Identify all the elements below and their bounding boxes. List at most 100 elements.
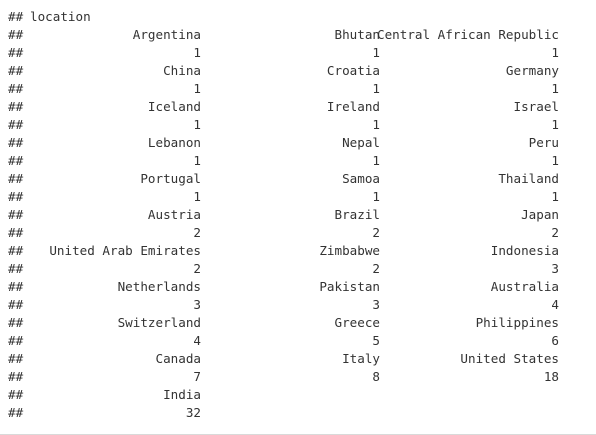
output-row: ## 1 1 1 bbox=[0, 44, 596, 62]
table-cell: India bbox=[163, 387, 201, 402]
table-cell: Peru bbox=[528, 135, 559, 150]
table-cell: Austria bbox=[147, 207, 201, 222]
table-cell: 1 bbox=[372, 81, 380, 96]
table-cell: 1 bbox=[372, 117, 380, 132]
table-cell: 1 bbox=[551, 117, 559, 132]
output-prefix: ## bbox=[8, 135, 24, 150]
output-row: ## 2 2 2 bbox=[0, 224, 596, 242]
output-row: ## 1 1 1 bbox=[0, 116, 596, 134]
output-prefix: ## bbox=[8, 117, 24, 132]
table-cell: 3 bbox=[372, 297, 380, 312]
table-cell: 1 bbox=[551, 153, 559, 168]
table-cell: Argentina bbox=[132, 27, 201, 42]
table-cell: 1 bbox=[551, 189, 559, 204]
output-prefix: ## bbox=[8, 333, 24, 348]
table-cell: 4 bbox=[551, 297, 559, 312]
output-prefix: ## bbox=[8, 369, 24, 384]
output-prefix: ## bbox=[8, 99, 24, 114]
output-row: ## 32 bbox=[0, 404, 596, 422]
table-cell: 1 bbox=[193, 45, 201, 60]
table-cell: Japan bbox=[521, 207, 559, 222]
table-cell: Netherlands bbox=[117, 279, 201, 294]
table-cell: Israel bbox=[513, 99, 560, 114]
table-cell: Italy bbox=[342, 351, 380, 366]
table-cell: 6 bbox=[551, 333, 559, 348]
output-row: ## 4 5 6 bbox=[0, 332, 596, 350]
output-row: ## 2 2 3 bbox=[0, 260, 596, 278]
output-prefix: ## bbox=[8, 189, 24, 204]
output-prefix: ## bbox=[8, 63, 24, 78]
output-row: ## Portugal Samoa Thailand bbox=[0, 170, 596, 188]
table-cell: Philippines bbox=[475, 315, 559, 330]
table-cell: 1 bbox=[372, 153, 380, 168]
table-cell: 2 bbox=[193, 261, 201, 276]
table-cell: Portugal bbox=[140, 171, 201, 186]
output-prefix: ## bbox=[8, 387, 24, 402]
output-row: ## Lebanon Nepal Peru bbox=[0, 134, 596, 152]
output-prefix: ## bbox=[8, 405, 24, 420]
output-row: ## Argentina Bhutan Central African Repu… bbox=[0, 26, 596, 44]
table-cell: Zimbabwe bbox=[319, 243, 380, 258]
output-row: ## Netherlands Pakistan Australia bbox=[0, 278, 596, 296]
table-cell: Lebanon bbox=[147, 135, 201, 150]
table-cell: Samoa bbox=[342, 171, 380, 186]
table-cell: 1 bbox=[551, 81, 559, 96]
table-cell: Croatia bbox=[326, 63, 380, 78]
output-row: ## Austria Brazil Japan bbox=[0, 206, 596, 224]
table-cell: 1 bbox=[193, 153, 201, 168]
table-cell: Pakistan bbox=[319, 279, 380, 294]
output-header-line: ## location bbox=[0, 8, 596, 26]
table-cell: United States bbox=[460, 351, 559, 366]
output-row: ## Iceland Ireland Israel bbox=[0, 98, 596, 116]
output-row: ## United Arab Emirates Zimbabwe Indones… bbox=[0, 242, 596, 260]
table-cell: Canada bbox=[155, 351, 202, 366]
table-cell: 2 bbox=[372, 261, 380, 276]
output-prefix: ## bbox=[8, 315, 24, 330]
table-cell: 2 bbox=[551, 225, 559, 240]
table-cell: Germany bbox=[505, 63, 559, 78]
table-cell: 3 bbox=[551, 261, 559, 276]
table-cell: 18 bbox=[543, 369, 559, 384]
table-cell: 32 bbox=[185, 405, 201, 420]
output-row: ## 1 1 1 bbox=[0, 188, 596, 206]
output-prefix: ## bbox=[8, 81, 24, 96]
table-cell: Ireland bbox=[326, 99, 380, 114]
table-cell: Indonesia bbox=[490, 243, 559, 258]
output-row: ## 7 8 18 bbox=[0, 368, 596, 386]
table-cell: 3 bbox=[193, 297, 201, 312]
table-cell: Central African Republic bbox=[377, 27, 559, 42]
output-prefix: ## bbox=[8, 9, 24, 24]
table-cell: 1 bbox=[193, 81, 201, 96]
output-row: ## India bbox=[0, 386, 596, 404]
table-cell: 1 bbox=[193, 189, 201, 204]
output-prefix: ## bbox=[8, 225, 24, 240]
table-cell: Australia bbox=[490, 279, 559, 294]
output-prefix: ## bbox=[8, 279, 24, 294]
output-row: ## China Croatia Germany bbox=[0, 62, 596, 80]
table-cell: 1 bbox=[193, 117, 201, 132]
table-cell: 2 bbox=[372, 225, 380, 240]
variable-name: location bbox=[30, 9, 91, 24]
table-cell: 5 bbox=[372, 333, 380, 348]
table-cell: Nepal bbox=[342, 135, 380, 150]
output-prefix: ## bbox=[8, 207, 24, 222]
table-cell: United Arab Emirates bbox=[49, 243, 201, 258]
output-prefix: ## bbox=[8, 45, 24, 60]
output-prefix: ## bbox=[8, 27, 24, 42]
output-prefix: ## bbox=[8, 171, 24, 186]
output-row: ## Switzerland Greece Philippines bbox=[0, 314, 596, 332]
table-cell: 1 bbox=[372, 189, 380, 204]
table-cell: Iceland bbox=[147, 99, 201, 114]
output-row: ## 3 3 4 bbox=[0, 296, 596, 314]
table-cell: 4 bbox=[193, 333, 201, 348]
table-cell: 8 bbox=[372, 369, 380, 384]
table-cell: 2 bbox=[193, 225, 201, 240]
output-prefix: ## bbox=[8, 297, 24, 312]
table-cell: 1 bbox=[551, 45, 559, 60]
output-prefix: ## bbox=[8, 261, 24, 276]
table-cell: 1 bbox=[372, 45, 380, 60]
output-row: ## 1 1 1 bbox=[0, 152, 596, 170]
table-cell: Greece bbox=[334, 315, 381, 330]
table-cell: Brazil bbox=[334, 207, 381, 222]
